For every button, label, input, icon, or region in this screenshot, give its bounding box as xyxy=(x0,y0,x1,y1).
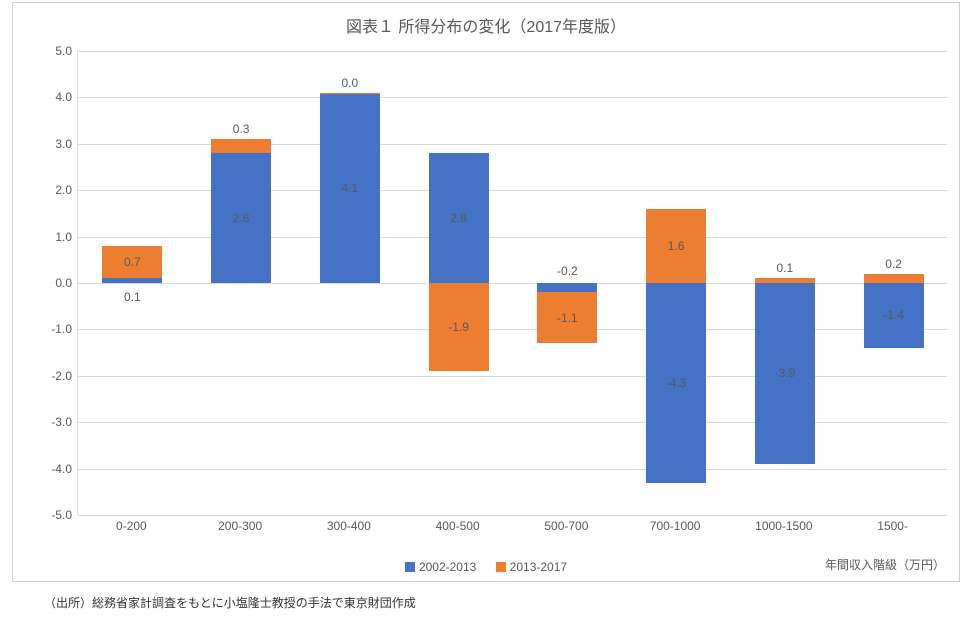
x-tick-label: 400-500 xyxy=(436,519,480,533)
plot-area: -5.0-4.0-3.0-2.0-1.00.01.02.03.04.05.0 0… xyxy=(77,51,947,515)
bar-label-series2: -1.1 xyxy=(537,311,597,325)
bar-label-series2: 0.1 xyxy=(755,261,815,275)
bar-series1 xyxy=(537,283,597,292)
y-tick-label: -3.0 xyxy=(38,415,78,429)
x-tick-label: 1000-1500 xyxy=(755,519,812,533)
x-axis-labels: 0-200 200-300 300-400 400-500 500-700 700-100… xyxy=(77,519,947,539)
bar-group: 2.8 0.3 xyxy=(211,51,271,515)
bar-group: -3.9 0.1 xyxy=(755,51,815,515)
legend: 2002-2013 2013-2017 xyxy=(13,560,959,575)
x-tick-label: 0-200 xyxy=(116,519,147,533)
y-tick-label: -2.0 xyxy=(38,369,78,383)
bar-series1 xyxy=(102,278,162,283)
bar-label-series1: 2.8 xyxy=(211,211,271,225)
legend-swatch-series2 xyxy=(496,562,506,572)
chart-container: 図表１ 所得分布の変化（2017年度版） -5.0-4.0-3.0-2.0-1.… xyxy=(12,2,960,582)
x-tick-label: 700-1000 xyxy=(650,519,701,533)
bar-label-series2: 0.7 xyxy=(102,255,162,269)
bar-label-series1: -3.9 xyxy=(755,366,815,380)
bar-label-series2: 1.6 xyxy=(646,239,706,253)
legend-item-series2: 2013-2017 xyxy=(496,560,567,574)
bar-series2 xyxy=(320,93,380,94)
gridline xyxy=(78,515,947,516)
source-note: （出所）総務省家計調査をもとに小塩隆士教授の手法で東京財団作成 xyxy=(44,594,416,611)
bar-label-series1: -1.4 xyxy=(864,308,924,322)
bar-label-series2: 0.3 xyxy=(211,122,271,136)
bar-group: -1.4 0.2 xyxy=(864,51,924,515)
y-tick-label: 3.0 xyxy=(38,137,78,151)
bar-group: 2.8 -1.9 xyxy=(429,51,489,515)
bar-label-series2: 0.2 xyxy=(864,257,924,271)
x-tick-label: 500-700 xyxy=(544,519,588,533)
y-tick-label: 5.0 xyxy=(38,44,78,58)
legend-item-series1: 2002-2013 xyxy=(405,560,476,574)
bar-series2 xyxy=(211,139,271,153)
legend-label-series2: 2013-2017 xyxy=(510,560,567,574)
y-tick-label: 1.0 xyxy=(38,230,78,244)
bar-group: 4.1 0.0 xyxy=(320,51,380,515)
x-tick-label: 300-400 xyxy=(327,519,371,533)
bar-group: -0.2 -1.1 xyxy=(537,51,597,515)
chart-title: 図表１ 所得分布の変化（2017年度版） xyxy=(13,3,959,43)
y-tick-label: 2.0 xyxy=(38,183,78,197)
legend-label-series1: 2002-2013 xyxy=(419,560,476,574)
legend-swatch-series1 xyxy=(405,562,415,572)
bar-label-series1: 4.1 xyxy=(320,181,380,195)
x-tick-label: 1500- xyxy=(877,519,908,533)
y-tick-label: 4.0 xyxy=(38,90,78,104)
bar-label-series2: -1.9 xyxy=(429,320,489,334)
bar-series2 xyxy=(864,274,924,283)
bar-group: 0.1 0.7 xyxy=(102,51,162,515)
bar-series2 xyxy=(755,278,815,283)
bar-label-series1: -0.2 xyxy=(537,264,597,278)
y-tick-label: -1.0 xyxy=(38,322,78,336)
y-tick-label: -5.0 xyxy=(38,508,78,522)
bar-label-series1: -4.3 xyxy=(646,376,706,390)
x-axis-title: 年間収入階級（万円） xyxy=(825,556,945,573)
y-tick-label: 0.0 xyxy=(38,276,78,290)
bar-label-series2: 0.0 xyxy=(320,76,380,90)
x-tick-label: 200-300 xyxy=(218,519,262,533)
bar-group: -4.3 1.6 xyxy=(646,51,706,515)
bar-label-series1: 2.8 xyxy=(429,211,489,225)
y-tick-label: -4.0 xyxy=(38,462,78,476)
bar-label-series1: 0.1 xyxy=(102,290,162,304)
